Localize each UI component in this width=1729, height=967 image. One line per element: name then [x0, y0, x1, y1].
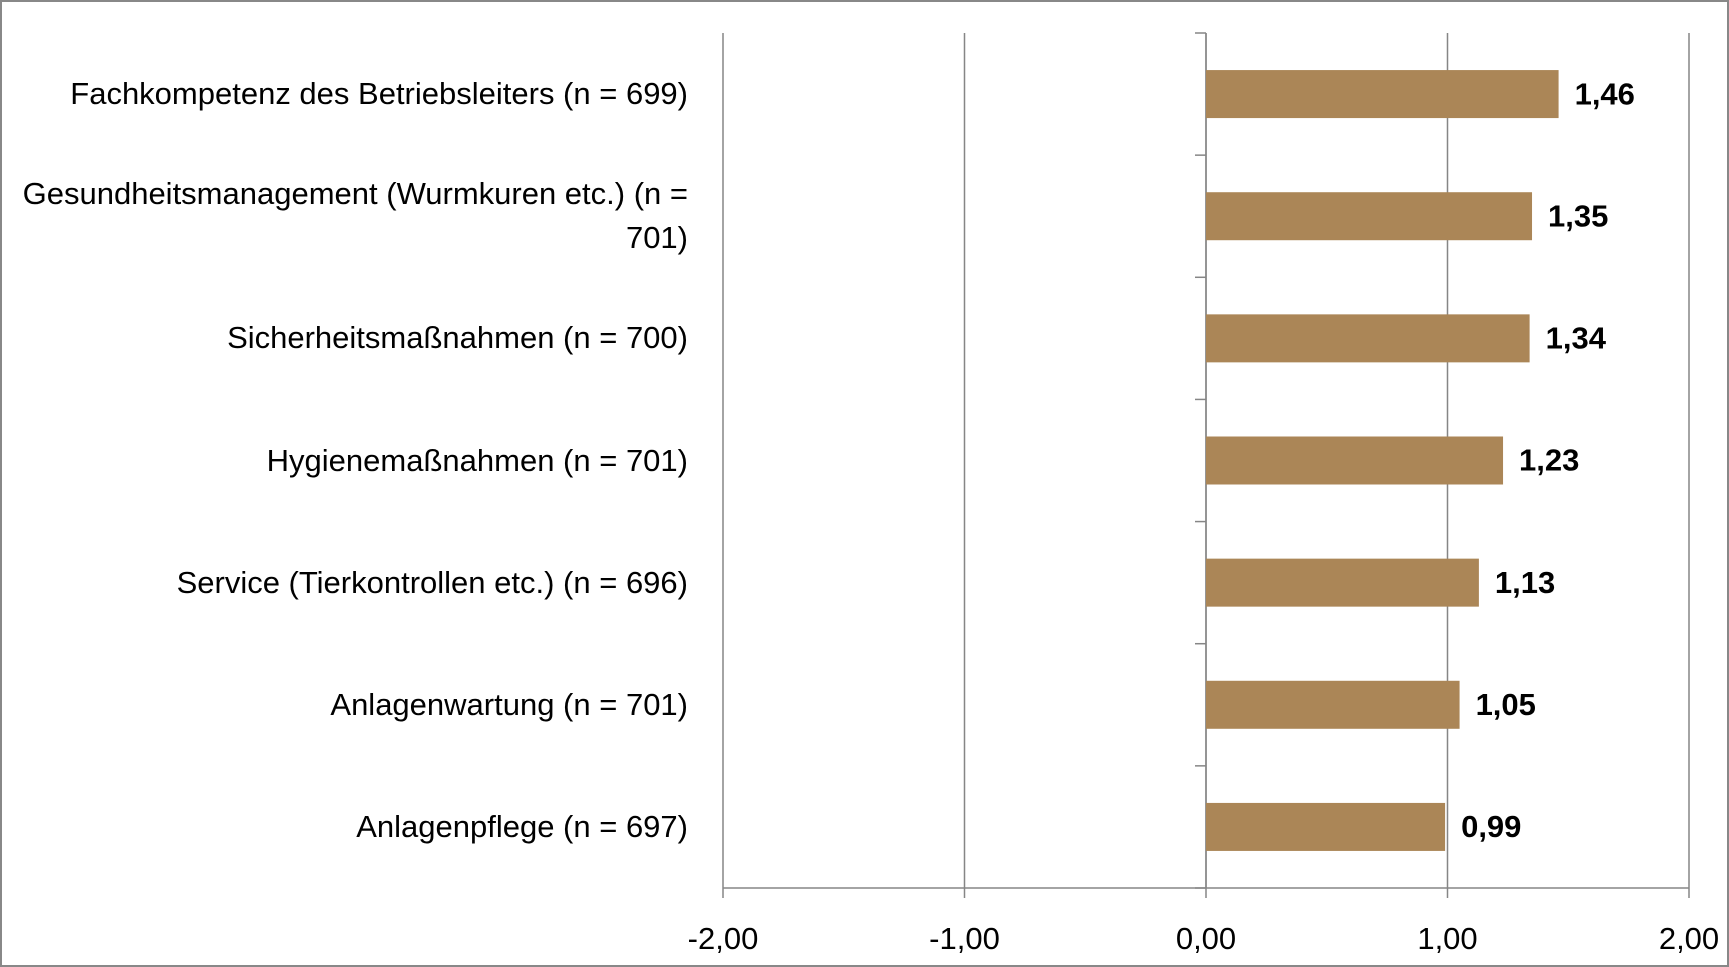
y-tick-label: Anlagenwartung (n = 701) [330, 686, 688, 722]
bar [1206, 436, 1504, 485]
data-label: 0,99 [1461, 809, 1521, 844]
data-label: 1,13 [1495, 565, 1555, 600]
data-label: 1,23 [1519, 443, 1579, 478]
x-tick-label: -1,00 [929, 921, 1000, 956]
bar [1206, 70, 1559, 119]
y-tick-label: Gesundheitsmanagement (Wurmkuren etc.) (… [22, 176, 688, 256]
x-tick-label: 0,00 [1176, 921, 1236, 956]
bar [1206, 314, 1530, 363]
x-tick-label: 1,00 [1417, 921, 1477, 956]
y-tick-label: Service (Tierkontrollen etc.) (n = 696) [176, 564, 688, 600]
x-tick-label: -2,00 [688, 921, 759, 956]
data-label: 1,46 [1575, 76, 1635, 111]
y-tick-label: Sicherheitsmaßnahmen (n = 700) [227, 320, 688, 356]
bar [1206, 558, 1479, 607]
data-label: 1,35 [1548, 198, 1608, 233]
bar [1206, 192, 1533, 241]
data-label: 1,34 [1546, 321, 1607, 356]
x-tick-label: 2,00 [1659, 921, 1719, 956]
y-tick-label: Hygienemaßnahmen (n = 701) [266, 442, 688, 478]
y-tick-label: Anlagenpflege (n = 697) [356, 808, 688, 844]
bar [1206, 680, 1460, 729]
bar [1206, 802, 1446, 851]
data-label: 1,05 [1476, 687, 1536, 722]
y-tick-label: Fachkompetenz des Betriebsleiters (n = 6… [70, 76, 688, 112]
